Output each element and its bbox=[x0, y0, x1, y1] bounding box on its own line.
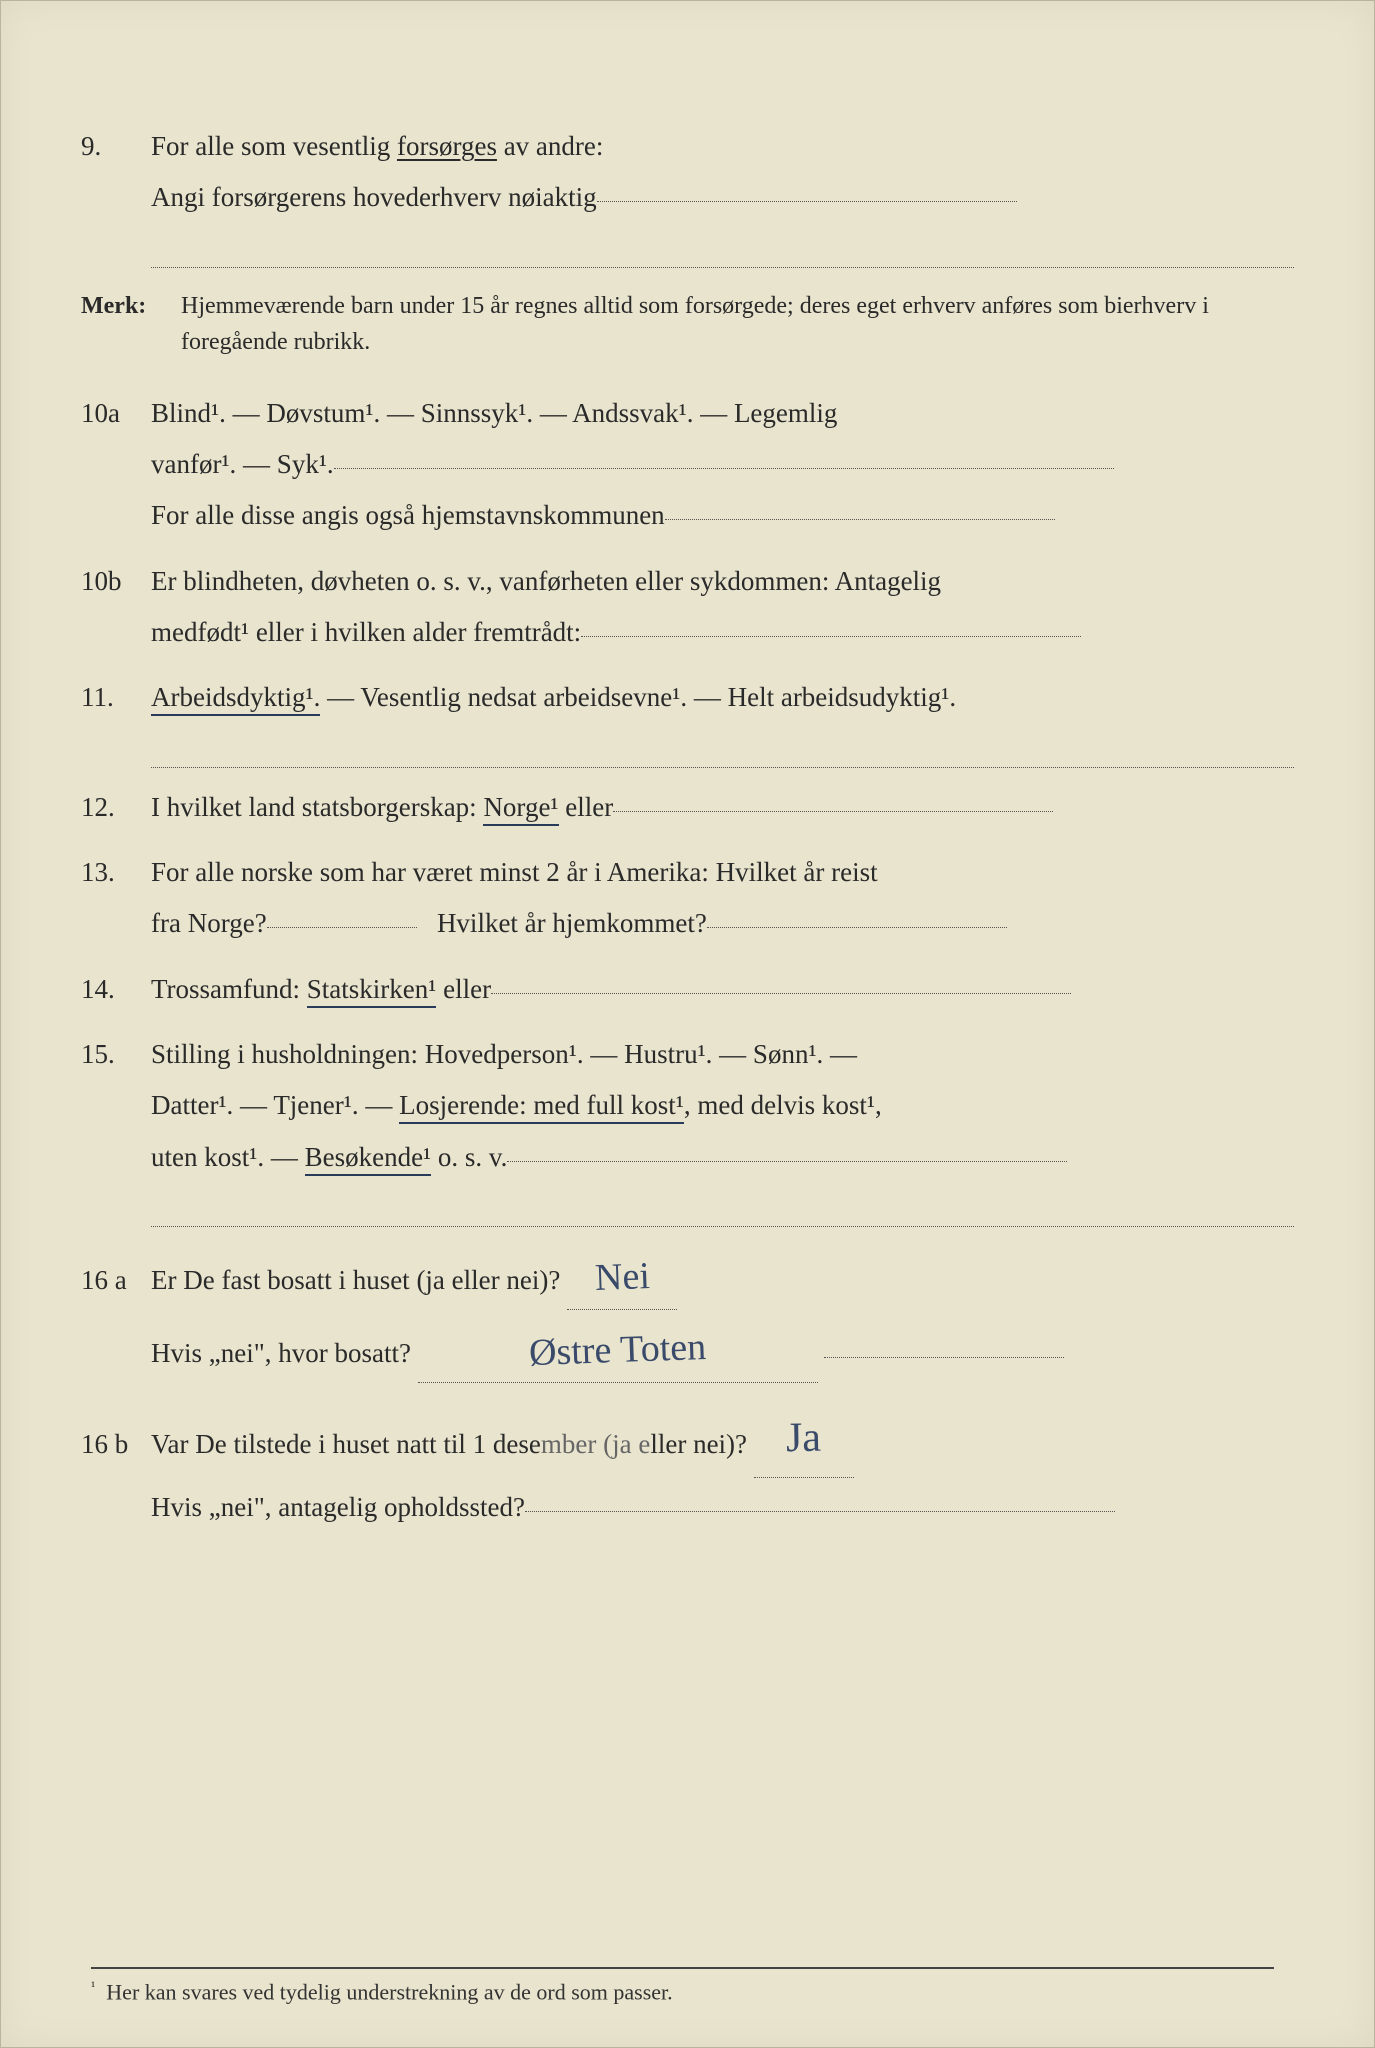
q12-number: 12. bbox=[81, 782, 151, 833]
question-10b: 10b Er blindheten, døvheten o. s. v., va… bbox=[81, 556, 1294, 659]
question-16b: 16 b Var De tilstede i huset natt til 1 … bbox=[81, 1401, 1294, 1533]
fill-line[interactable] bbox=[151, 1183, 1294, 1227]
q9-text-a: For alle som vesentlig bbox=[151, 131, 397, 161]
q13-content: For alle norske som har været minst 2 år… bbox=[151, 847, 1294, 950]
q12-text-a: I hvilket land statsborgerskap: bbox=[151, 792, 483, 822]
handwritten-answer: Nei bbox=[593, 1240, 650, 1314]
q10b-line2: medfødt¹ eller i hvilken alder fremtrådt… bbox=[151, 617, 581, 647]
q16b-line1: Var De tilstede i huset natt til 1 desem… bbox=[151, 1429, 747, 1459]
q14-number: 14. bbox=[81, 964, 151, 1015]
question-9: 9. For alle som vesentlig forsørges av a… bbox=[81, 121, 1294, 268]
fill-line-answered[interactable]: Nei bbox=[567, 1237, 677, 1310]
q16a-line2: Hvis „nei", hvor bosatt? bbox=[151, 1338, 411, 1368]
q11-selected: Arbeidsdyktig¹. bbox=[151, 682, 320, 716]
question-10a: 10a Blind¹. — Døvstum¹. — Sinnssyk¹. — A… bbox=[81, 388, 1294, 542]
question-12: 12. I hvilket land statsborgerskap: Norg… bbox=[81, 782, 1294, 833]
footnote-marker: ¹ bbox=[91, 1979, 95, 1995]
q9-number: 9. bbox=[81, 121, 151, 172]
merk-label: Merk: bbox=[81, 288, 181, 324]
question-13: 13. For alle norske som har været minst … bbox=[81, 847, 1294, 950]
q9-underlined: forsørges bbox=[397, 131, 497, 161]
q9-line2: Angi forsørgerens hovederhverv nøiaktig bbox=[151, 182, 597, 212]
fill-line[interactable] bbox=[707, 927, 1007, 928]
q16a-number: 16 a bbox=[81, 1255, 151, 1306]
q14-text-b: eller bbox=[436, 974, 491, 1004]
q11-rest: — Vesentlig nedsat arbeidsevne¹. — Helt … bbox=[320, 682, 956, 712]
handwritten-answer: Østre Toten bbox=[528, 1311, 708, 1389]
footnote: ¹ Her kan svares ved tydelig understrekn… bbox=[91, 1967, 1274, 2005]
q12-content: I hvilket land statsborgerskap: Norge¹ e… bbox=[151, 782, 1294, 833]
q14-selected: Statskirken¹ bbox=[307, 974, 437, 1008]
q14-content: Trossamfund: Statskirken¹ eller bbox=[151, 964, 1294, 1015]
fill-line[interactable] bbox=[581, 636, 1081, 637]
q14-text-a: Trossamfund: bbox=[151, 974, 307, 1004]
q15-line2b: , med delvis kost¹, bbox=[684, 1090, 882, 1120]
fill-line[interactable] bbox=[334, 468, 1114, 469]
merk-text: Hjemmeværende barn under 15 år regnes al… bbox=[181, 288, 1294, 360]
fill-line[interactable] bbox=[824, 1357, 1064, 1358]
q15-line2a: Datter¹. — Tjener¹. — bbox=[151, 1090, 399, 1120]
q10a-line1: Blind¹. — Døvstum¹. — Sinnssyk¹. — Andss… bbox=[151, 398, 837, 428]
fill-line[interactable] bbox=[597, 201, 1017, 202]
q15-number: 15. bbox=[81, 1029, 151, 1080]
form-content: 9. For alle som vesentlig forsørges av a… bbox=[81, 121, 1294, 1533]
fill-line[interactable] bbox=[491, 993, 1071, 994]
fill-line[interactable] bbox=[507, 1161, 1067, 1162]
fill-line[interactable] bbox=[267, 927, 417, 928]
q12-text-b: eller bbox=[559, 792, 614, 822]
q10a-number: 10a bbox=[81, 388, 151, 439]
q13-line2b: Hvilket år hjemkommet? bbox=[437, 908, 707, 938]
q16b-number: 16 b bbox=[81, 1419, 151, 1470]
q11-number: 11. bbox=[81, 672, 151, 723]
question-14: 14. Trossamfund: Statskirken¹ eller bbox=[81, 964, 1294, 1015]
q10a-content: Blind¹. — Døvstum¹. — Sinnssyk¹. — Andss… bbox=[151, 388, 1294, 542]
q11-content: Arbeidsdyktig¹. — Vesentlig nedsat arbei… bbox=[151, 672, 1294, 767]
q15-selected: Losjerende: med full kost¹ bbox=[399, 1090, 684, 1124]
q12-selected: Norge¹ bbox=[483, 792, 558, 826]
q16a-content: Er De fast bosatt i huset (ja eller nei)… bbox=[151, 1241, 1294, 1387]
fill-line[interactable] bbox=[613, 811, 1053, 812]
q10a-line2: vanfør¹. — Syk¹. bbox=[151, 449, 334, 479]
question-11: 11. Arbeidsdyktig¹. — Vesentlig nedsat a… bbox=[81, 672, 1294, 767]
q10b-content: Er blindheten, døvheten o. s. v., vanfør… bbox=[151, 556, 1294, 659]
q13-line2a: fra Norge? bbox=[151, 908, 267, 938]
q10a-line3: For alle disse angis også hjemstavnskomm… bbox=[151, 500, 665, 530]
q16b-line2: Hvis „nei", antagelig opholdssted? bbox=[151, 1492, 525, 1522]
fill-line[interactable] bbox=[151, 724, 1294, 768]
q15-line1: Stilling i husholdningen: Hovedperson¹. … bbox=[151, 1039, 857, 1069]
question-16a: 16 a Er De fast bosatt i huset (ja eller… bbox=[81, 1241, 1294, 1387]
q9-text-c: av andre: bbox=[497, 131, 603, 161]
q16b-content: Var De tilstede i huset natt til 1 desem… bbox=[151, 1401, 1294, 1533]
footnote-text: Her kan svares ved tydelig understreknin… bbox=[106, 1979, 672, 2004]
q15-line3a: uten kost¹. — bbox=[151, 1142, 305, 1172]
question-15: 15. Stilling i husholdningen: Hovedperso… bbox=[81, 1029, 1294, 1227]
fill-line[interactable] bbox=[151, 224, 1294, 268]
q10b-line1: Er blindheten, døvheten o. s. v., vanfør… bbox=[151, 566, 941, 596]
q9-content: For alle som vesentlig forsørges av andr… bbox=[151, 121, 1294, 268]
q16a-line1: Er De fast bosatt i huset (ja eller nei)… bbox=[151, 1265, 560, 1295]
fill-line[interactable] bbox=[525, 1511, 1115, 1512]
q15-line3b: o. s. v. bbox=[431, 1142, 507, 1172]
fill-line-answered[interactable]: Ja bbox=[754, 1397, 854, 1478]
note-merk: Merk: Hjemmeværende barn under 15 år reg… bbox=[81, 288, 1294, 360]
q13-number: 13. bbox=[81, 847, 151, 898]
handwritten-answer: Ja bbox=[786, 1399, 822, 1479]
q15-selected2: Besøkende¹ bbox=[305, 1142, 432, 1176]
fill-line-answered[interactable]: Østre Toten bbox=[418, 1310, 818, 1383]
q10b-number: 10b bbox=[81, 556, 151, 607]
q13-line1: For alle norske som har været minst 2 år… bbox=[151, 857, 878, 887]
q15-content: Stilling i husholdningen: Hovedperson¹. … bbox=[151, 1029, 1294, 1227]
census-form-page: 9. For alle som vesentlig forsørges av a… bbox=[0, 0, 1375, 2048]
fill-line[interactable] bbox=[665, 519, 1055, 520]
